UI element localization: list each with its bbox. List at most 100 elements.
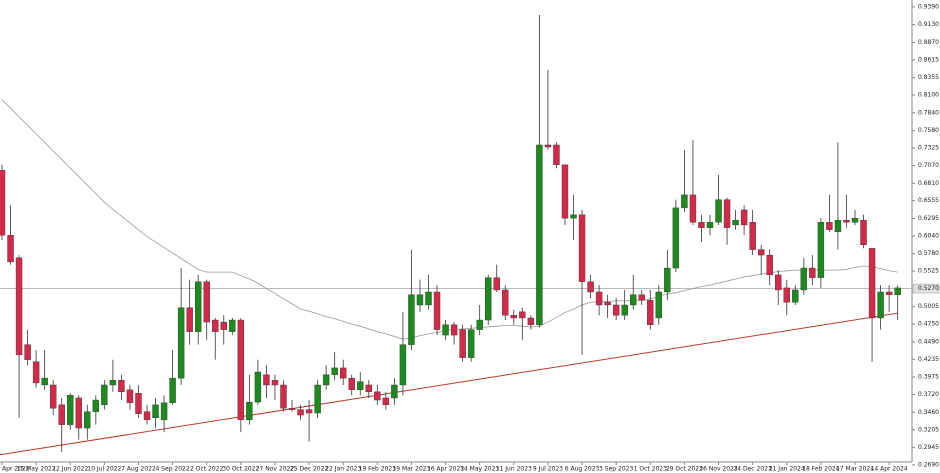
candle-body (502, 289, 509, 316)
x-tick-label: 17 Mar 2024 (836, 466, 874, 473)
x-tick-label: 7 Aug 2022 (121, 466, 156, 473)
x-tick-label: 4 Sep 2022 (155, 466, 189, 473)
candle-body (348, 377, 355, 390)
candle-body (595, 291, 603, 306)
x-tick-label: 11 Jun 2023 (496, 466, 532, 473)
candle-body (280, 384, 287, 409)
candle-body (527, 317, 535, 326)
x-tick-label: 1 Oct 2023 (634, 466, 667, 473)
candle-body (757, 249, 765, 256)
candle-body (118, 380, 125, 393)
candle-body (715, 199, 722, 223)
y-tick-label: 0.7840 (918, 109, 939, 116)
candle-body (408, 294, 415, 345)
candle-body (49, 384, 57, 409)
candle-body (75, 397, 82, 429)
y-tick-label: 0.2690 (918, 462, 939, 469)
candle-body (314, 384, 321, 414)
current-price-label: 0.5270 (918, 285, 939, 292)
x-tick-label: 25 Dec 2022 (290, 466, 329, 473)
candle-body (885, 291, 893, 295)
candle-body (169, 377, 176, 403)
candle-body (374, 391, 381, 401)
y-tick-label: 0.3460 (918, 409, 939, 416)
candle-body (177, 307, 185, 379)
candle-body (630, 294, 637, 306)
x-tick-label: 18 Feb 2024 (802, 466, 840, 473)
candle-body (732, 219, 739, 226)
candle-body (868, 248, 876, 319)
candle-body (433, 291, 441, 330)
candle-body (297, 409, 304, 416)
candle-body (800, 267, 808, 291)
x-tick-label: 9 Jul 2023 (533, 466, 563, 473)
candle-body (561, 164, 569, 219)
candle-body (834, 219, 842, 233)
candle-body (32, 361, 40, 384)
candle-body (809, 267, 816, 278)
candle-body (621, 304, 628, 316)
candle-body (442, 324, 449, 336)
candle-body (647, 299, 654, 326)
x-tick-label: 2 Oct 2022 (190, 466, 223, 473)
candle-body (655, 291, 663, 319)
candle-body (322, 374, 330, 386)
x-tick-label: 22 Jan 2023 (325, 466, 361, 473)
candle-body (212, 319, 219, 332)
candle-body (271, 380, 279, 386)
candle-body (305, 409, 313, 414)
candle-body (7, 235, 14, 263)
y-tick-label: 0.4235 (918, 356, 939, 363)
candle-body (126, 389, 134, 403)
candle-body (681, 194, 688, 209)
y-tick-label: 0.6810 (918, 180, 939, 187)
candle-body (723, 199, 731, 228)
candle-body (254, 371, 262, 403)
candle-body (365, 384, 372, 393)
x-tick-label: 29 Oct 2023 (666, 466, 703, 473)
y-tick-label: 0.3975 (918, 374, 939, 381)
y-tick-label: 0.6555 (918, 197, 939, 204)
candle-body (391, 384, 398, 399)
x-tick-label: 24 Dec 2023 (733, 466, 772, 473)
candle-body (203, 281, 210, 323)
candle-body (288, 408, 296, 410)
candle-body (194, 281, 202, 332)
candle-body (817, 222, 825, 278)
candle-body (783, 287, 790, 303)
y-tick-label: 0.6295 (918, 215, 939, 222)
candle-body (775, 274, 782, 291)
y-tick-label: 0.7580 (918, 127, 939, 134)
y-tick-label: 0.8100 (918, 92, 939, 99)
x-tick-label: 26 Nov 2023 (699, 466, 738, 473)
candle-body (357, 381, 364, 390)
candle-body (877, 291, 884, 319)
candle-body (689, 194, 697, 223)
candle-body (67, 395, 74, 425)
candle-body (459, 329, 466, 358)
candle-body (101, 384, 108, 406)
candle-body (493, 277, 500, 291)
y-tick-label: 0.3720 (918, 391, 939, 398)
moving-average (1, 99, 898, 340)
x-tick-label: 6 Aug 2023 (565, 466, 600, 473)
candle-body (41, 377, 48, 386)
candle-body (152, 404, 159, 419)
y-tick-label: 0.5005 (918, 303, 939, 310)
candle-body (860, 219, 867, 246)
candle-body (467, 329, 475, 358)
y-tick-label: 0.4490 (918, 338, 939, 345)
y-tick-label: 0.9130 (918, 21, 939, 28)
candle-body (519, 311, 526, 319)
x-tick-label: 12 Jun 2022 (52, 466, 88, 473)
candle-body (485, 277, 492, 321)
candle-body (638, 294, 645, 301)
candle-body (263, 374, 270, 386)
y-tick-label: 0.9390 (918, 3, 939, 10)
candle-body (143, 411, 151, 421)
y-tick-label: 0.7325 (918, 145, 939, 152)
x-tick-label: 15 May 2022 (17, 466, 56, 473)
candle-body (578, 214, 586, 282)
candle-body (553, 144, 560, 166)
